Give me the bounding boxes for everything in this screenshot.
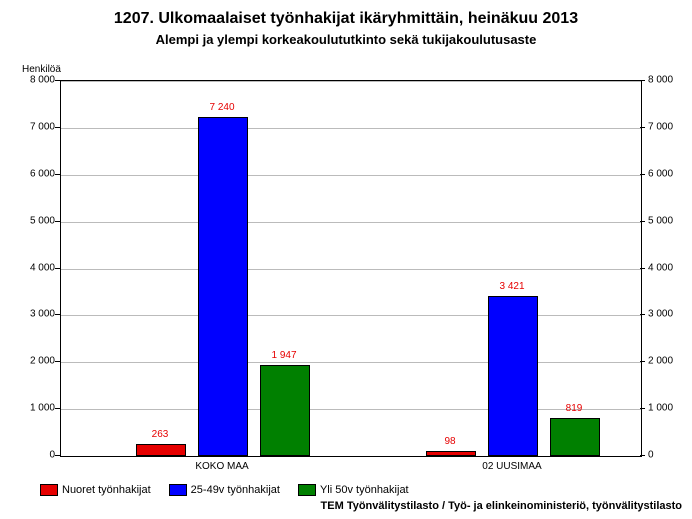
chart-container: 1207. Ulkomaalaiset työnhakijat ikäryhmi…: [0, 0, 692, 519]
tick-mark: [640, 127, 645, 128]
bar: [136, 444, 186, 456]
tick-mark: [55, 127, 60, 128]
gridline: [61, 315, 641, 316]
ytick-right: 3 000: [648, 309, 688, 320]
xtick-label: 02 UUSIMAA: [482, 461, 541, 472]
tick-mark: [640, 80, 645, 81]
bar: [198, 117, 248, 456]
tick-mark: [55, 455, 60, 456]
chart-subtitle: Alempi ja ylempi korkeakoulututkinto sek…: [0, 32, 692, 47]
tick-mark: [640, 361, 645, 362]
legend-item: Yli 50v työnhakijat: [298, 484, 409, 496]
y-axis-label: Henkilöä: [22, 64, 61, 75]
legend-swatch: [169, 484, 187, 496]
tick-mark: [55, 314, 60, 315]
ytick-right: 2 000: [648, 356, 688, 367]
ytick-left: 7 000: [15, 121, 55, 132]
legend-swatch: [298, 484, 316, 496]
ytick-right: 4 000: [648, 262, 688, 273]
legend-label: Yli 50v työnhakijat: [320, 484, 409, 496]
gridline: [61, 222, 641, 223]
ytick-left: 6 000: [15, 168, 55, 179]
plot-area: [60, 80, 642, 457]
ytick-right: 1 000: [648, 403, 688, 414]
ytick-left: 1 000: [15, 403, 55, 414]
source-text: TEM Työnvälitystilasto / Työ- ja elinkei…: [321, 500, 682, 512]
tick-mark: [640, 174, 645, 175]
bar: [488, 296, 538, 456]
ytick-right: 7 000: [648, 121, 688, 132]
tick-mark: [55, 174, 60, 175]
tick-mark: [640, 268, 645, 269]
data-label: 819: [566, 403, 583, 414]
legend-label: Nuoret työnhakijat: [62, 484, 151, 496]
ytick-right: 6 000: [648, 168, 688, 179]
gridline: [61, 128, 641, 129]
ytick-left: 3 000: [15, 309, 55, 320]
tick-mark: [640, 314, 645, 315]
legend: Nuoret työnhakijat 25-49v työnhakijat Yli …: [40, 484, 409, 496]
ytick-left: 8 000: [15, 75, 55, 86]
ytick-left: 4 000: [15, 262, 55, 273]
ytick-left: 0: [15, 450, 55, 461]
gridline: [61, 409, 641, 410]
gridline: [61, 362, 641, 363]
data-label: 3 421: [499, 281, 524, 292]
tick-mark: [640, 455, 645, 456]
ytick-right: 5 000: [648, 215, 688, 226]
gridline: [61, 175, 641, 176]
tick-mark: [55, 361, 60, 362]
legend-item: 25-49v työnhakijat: [169, 484, 280, 496]
tick-mark: [55, 80, 60, 81]
data-label: 7 240: [209, 102, 234, 113]
tick-mark: [640, 221, 645, 222]
ytick-left: 2 000: [15, 356, 55, 367]
data-label: 1 947: [271, 350, 296, 361]
gridline: [61, 81, 641, 82]
xtick-label: KOKO MAA: [195, 461, 248, 472]
tick-mark: [55, 221, 60, 222]
ytick-right: 0: [648, 450, 688, 461]
data-label: 263: [152, 429, 169, 440]
tick-mark: [55, 408, 60, 409]
tick-mark: [640, 408, 645, 409]
legend-item: Nuoret työnhakijat: [40, 484, 151, 496]
chart-title: 1207. Ulkomaalaiset työnhakijat ikäryhmi…: [0, 10, 692, 28]
bar: [426, 451, 476, 456]
legend-swatch: [40, 484, 58, 496]
ytick-right: 8 000: [648, 75, 688, 86]
legend-label: 25-49v työnhakijat: [191, 484, 280, 496]
bar: [260, 365, 310, 456]
bar: [550, 418, 600, 456]
ytick-left: 5 000: [15, 215, 55, 226]
tick-mark: [55, 268, 60, 269]
gridline: [61, 269, 641, 270]
data-label: 98: [444, 436, 455, 447]
